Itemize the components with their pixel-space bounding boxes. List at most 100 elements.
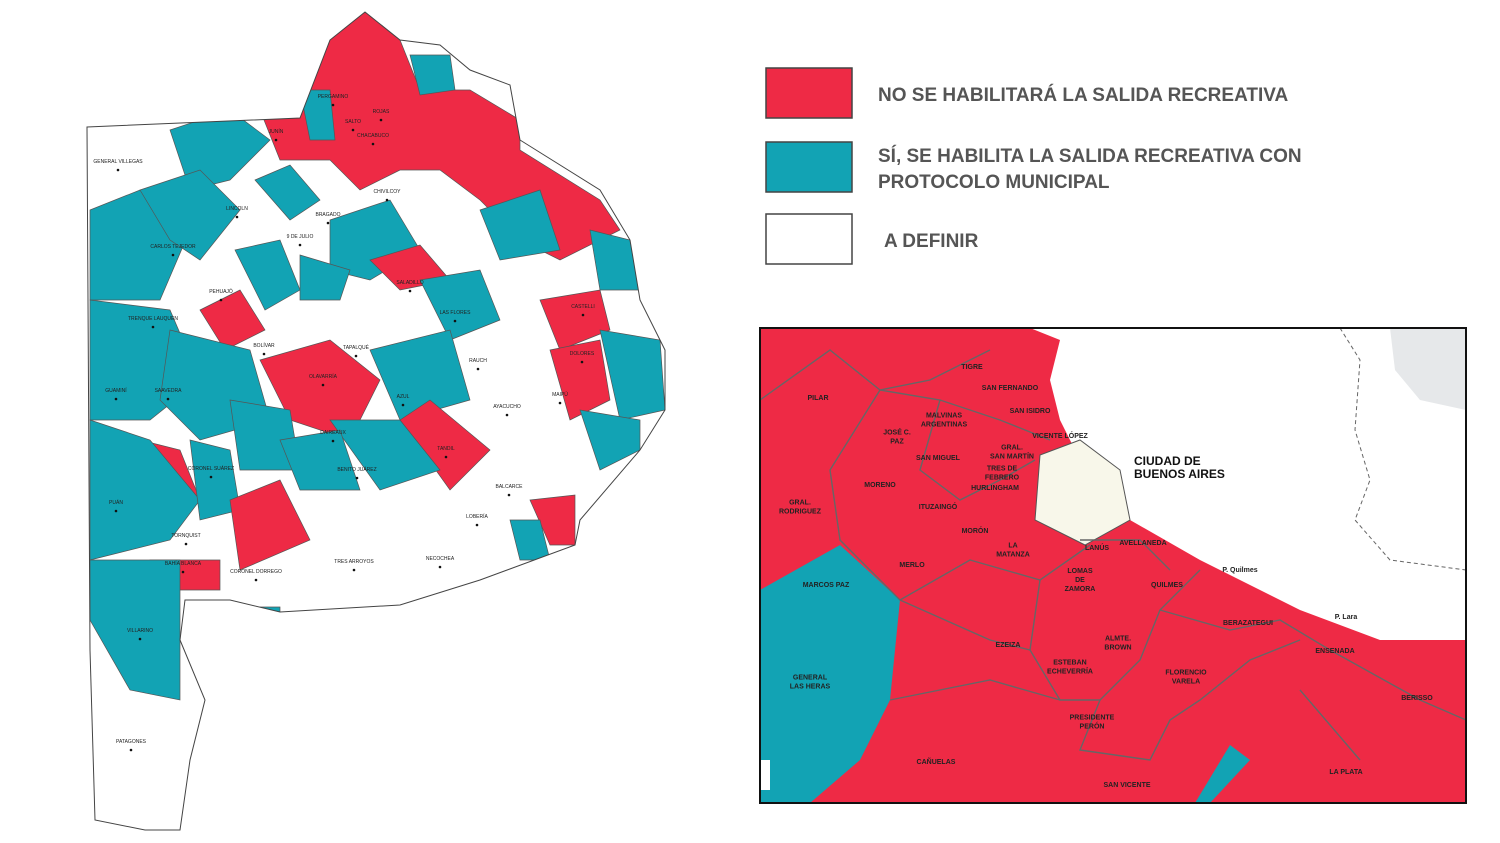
town-dot [114,509,118,513]
province-label: BALCARCE [496,484,524,490]
town-dot [354,354,358,358]
province-label: PATAGONES [116,739,147,745]
municipality-label: P. Quilmes [1222,567,1257,574]
province-label: AYACUCHO [493,404,521,410]
town-dot [331,103,335,107]
town-dot [351,128,355,132]
province-label: CORONEL DORREGO [230,569,282,575]
town-dot [151,325,155,329]
province-label: AZUL [397,394,410,400]
province-label: CHIVILCOY [374,189,402,195]
municipality-label: P. Lara [1335,614,1358,621]
municipality-label: RODRIGUEZ [779,508,822,515]
province-label: CASTELLI [571,304,595,310]
town-dot [371,142,375,146]
municipality-label: FLORENCIO [1165,669,1207,676]
province-label: CORONEL SUÁREZ [188,465,234,472]
municipality-label: ZAMORA [1065,586,1096,593]
town-dot [475,523,479,527]
municipality-label: FEBRERO [985,474,1020,481]
municipality-label: ALMTE. [1105,635,1131,642]
province-label: SALTO [345,119,361,125]
town-dot [453,319,457,323]
town-dot [401,403,405,407]
province-label: GUAMINÍ [105,387,127,394]
municipality-label: LA PLATA [1329,769,1362,776]
town-dot [352,568,356,572]
town-dot [262,352,266,356]
province-label: BRAGADO [315,212,340,218]
inset-frame [759,327,1467,804]
municipality-label: VICENTE LÓPEZ [1032,431,1088,440]
province-label: BENITO JUÁREZ [337,466,376,473]
municipality-label: QUILMES [1151,582,1183,589]
municipality-label: GRAL. [789,499,811,506]
municipality-label: MARCOS PAZ [803,582,850,589]
province-label: 9 DE JULIO [287,234,314,240]
town-dot [219,298,223,302]
municipality-label: PAZ [890,438,904,445]
province-label: TRES ARROYOS [334,559,374,565]
town-dot [129,748,133,752]
municipality-label: BROWN [1104,644,1131,651]
town-dot [298,243,302,247]
municipality-label: GRAL. [1001,444,1023,451]
province-label: BOLÍVAR [253,342,275,349]
town-dot [507,493,511,497]
province-label: GENERAL VILLEGAS [93,159,143,165]
municipality-label: DE [1075,577,1085,584]
municipality-label: TIGRE [961,364,983,371]
province-label: DAIREAUX [320,430,346,436]
municipality-label: SAN ISIDRO [1010,408,1051,415]
legend-label: A DEFINIR [884,231,979,252]
province-label: DOLORES [570,351,595,357]
town-dot [505,413,509,417]
municipality-label: LA [1008,542,1017,549]
province-outline [86,11,666,831]
province-label: MAIPÚ [552,391,568,398]
province-label: OLAVARRÍA [309,373,338,380]
municipality-label: SAN VICENTE [1103,782,1150,789]
municipality-label: ARGENTINAS [921,421,968,428]
province-label: PERGAMINO [318,94,349,100]
province-label: NECOCHEA [426,556,455,562]
legend-swatch [765,141,853,193]
municipality-label: MERLO [899,562,925,569]
municipality-label: SAN MARTÍN [990,451,1034,460]
inset-labels: TIGRE SAN FERNANDO PILAR MALVINAS ARGENTINAS… [779,364,1433,789]
province-label: CHACABUCO [357,133,389,139]
town-dot [444,455,448,459]
province-label: ROJAS [373,109,390,115]
province-label: SAAVEDRA [155,388,183,394]
municipality-label: HURLINGHAM [971,485,1019,492]
municipality-label: SAN FERNANDO [982,385,1039,392]
town-dot [326,221,330,225]
municipality-label: MORENO [864,482,896,489]
municipality-label: JOSÉ C. [883,427,911,436]
province-label: RAUCH [469,358,487,364]
town-dot [254,578,258,582]
province-label: PUÁN [109,499,123,506]
municipality-label: CAÑUELAS [917,757,956,766]
province-label: TRENQUE LAUQUEN [128,316,178,322]
province-label: LAS FLORES [440,310,472,316]
town-dot [408,289,412,293]
town-dot [209,475,213,479]
municipality-label: ESTEBAN [1053,659,1086,666]
province-label: LOBERÍA [466,513,488,520]
town-dot [138,637,142,641]
town-dot [581,313,585,317]
municipality-label: GENERAL [793,674,828,681]
municipality-label: MORÓN [962,526,989,535]
legend-label: PROTOCOLO MUNICIPAL [878,172,1110,193]
municipality-label: LANÚS [1085,543,1109,552]
municipality-label: AVELLANEDA [1119,540,1166,547]
municipality-label: PILAR [808,395,829,402]
capital-label: BUENOS AIRES [1134,467,1225,481]
province-label: CARLOS TEJEDOR [150,244,196,250]
town-dot [166,397,170,401]
town-dot [274,138,278,142]
town-dot [379,118,383,122]
province-label: TANDIL [437,446,455,452]
